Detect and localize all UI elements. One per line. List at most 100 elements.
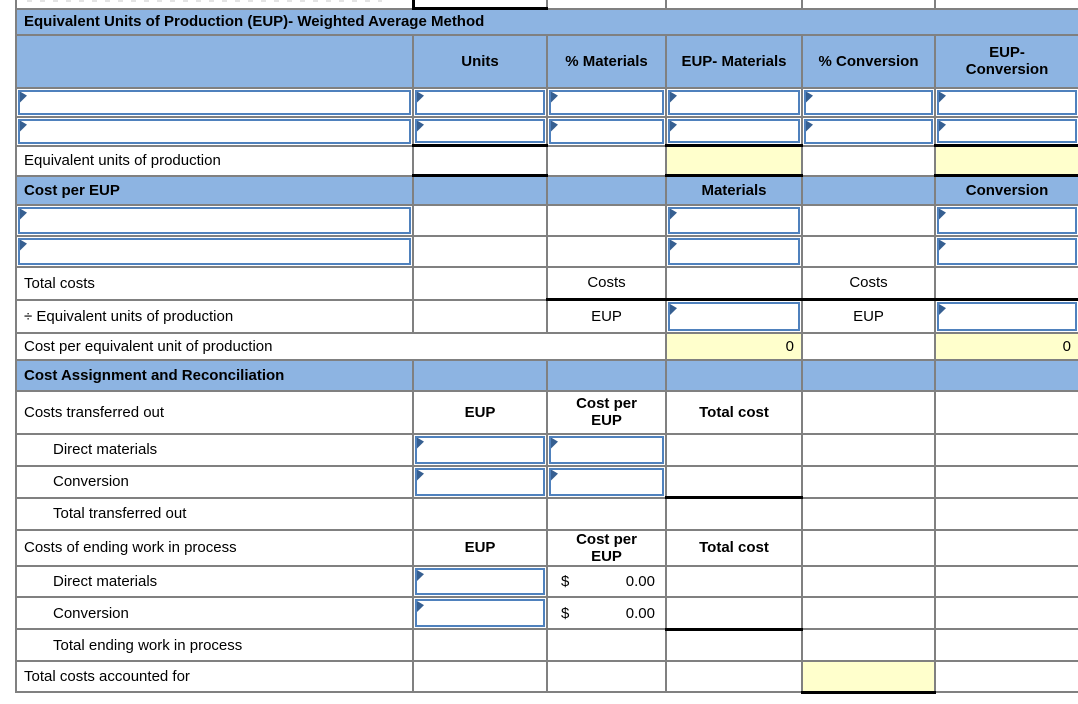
eup2-eup-conversion-input[interactable] [937,118,1077,143]
transferred-cost-per-eup-header: Cost per EUP [546,389,667,435]
transferred-dm-cpe-input[interactable] [549,435,664,464]
ending-dm-cpe-value-cell: $ 0.00 [549,573,664,590]
cutoff-eupmat-cell [665,0,803,10]
cpe2-pconv-cell [801,234,936,268]
cpe2-eupconv-cell [934,234,1078,268]
input-flag-icon [20,120,27,132]
cpe2-label-input[interactable] [18,237,411,265]
divide-eup-conversion-input[interactable] [937,302,1077,331]
cpe2-materials-input[interactable] [668,237,800,265]
ending-conv-cpe-value: 0.00 [625,604,655,622]
ending-conv-total-cell [665,596,803,631]
input-flag-icon [939,120,946,132]
input-flag-icon [939,239,946,251]
row-eup-input-1 [15,86,1078,118]
eup-total-units-cell [412,144,548,177]
input-flag-icon [670,304,677,315]
transferred-conv-cpe-input[interactable] [549,467,664,496]
input-flag-icon [670,239,677,251]
row-ending-dm: Direct materials $ 0.00 [15,565,1078,598]
cost-per-unit-label: Cost per equivalent unit of production [15,331,667,361]
input-flag-icon [20,208,27,220]
eup1-units-input[interactable] [415,89,545,115]
header-label-cell [15,33,414,89]
ending-cpe-line1: Cost per [576,530,637,548]
car-banner-units-cell [412,358,548,392]
ending-conv-cpe-cell: $ 0.00 [546,596,667,630]
transferred-label: Costs transferred out [15,389,414,435]
ending-eup-header: EUP [412,528,548,567]
total-transferred-total-cell [665,496,803,531]
header-eup-materials: EUP- Materials [665,33,803,89]
eup1-eup-materials-input[interactable] [668,89,800,115]
cpe-banner-materials: Materials [665,174,803,206]
eup1-label-cell [15,86,414,118]
input-flag-icon [551,91,558,103]
eup2-eup-materials-input[interactable] [668,118,800,143]
input-flag-icon [417,91,424,103]
input-flag-icon [417,570,424,581]
ending-total-cost-header: Total cost [665,528,803,567]
dollar-sign: $ [561,573,570,590]
ending-dm-label: Direct materials [15,565,414,598]
cpe1-materials-input[interactable] [668,206,800,234]
ending-dm-eup-input[interactable] [415,568,545,595]
eup-total-conversion-result [934,144,1078,177]
eup2-pct-conversion-input[interactable] [804,118,933,144]
eup2-pct-materials-input[interactable] [549,118,664,144]
cpe2-units-cell [412,234,548,268]
header-pct-materials: % Materials [546,33,667,89]
input-flag-icon [670,91,677,103]
section3-title: Cost Assignment and Reconciliation [15,358,414,392]
eup1-eupconv-cell [934,86,1078,118]
eup1-label-input[interactable] [18,89,411,115]
eup2-units-input[interactable] [415,118,545,143]
transferred-dm-pconv-cell [801,432,936,467]
divide-eup-materials-caption: EUP [546,298,667,334]
cpe-banner-units-cell [412,174,548,206]
row-transferred-header: Costs transferred out EUP Cost per EUP T… [15,389,1078,435]
cost-per-unit-pconv-cell [801,331,936,361]
cpe1-conversion-input[interactable] [937,206,1077,234]
row-cost-per-eup-banner: Cost per EUP Materials Conversion [15,174,1078,206]
eup1-pct-conversion-input[interactable] [804,89,933,115]
cpe1-label-cell [15,203,414,237]
divide-eup-units-cell [412,298,548,334]
row-eup-input-2 [15,115,1078,147]
section2-title: Cost per EUP [15,174,414,206]
input-flag-icon [939,208,946,220]
total-accounted-units-cell [412,660,548,693]
cutoff-pconv-cell [801,0,936,10]
transferred-conv-eup-input[interactable] [415,467,545,496]
eup1-eup-conversion-input[interactable] [937,89,1077,115]
row-section3-banner: Cost Assignment and Reconciliation [15,358,1078,392]
ending-conv-eupconv-cell [934,596,1078,630]
row-total-accounted: Total costs accounted for [15,660,1078,694]
ending-conv-eup-input[interactable] [415,599,545,627]
total-accounted-eupconv-cell [934,660,1078,693]
row-cpe-input-2 [15,234,1078,268]
transferred-cpe-line1: Cost per [576,394,637,412]
ending-dm-total-cell [665,565,803,598]
divide-eup-materials-input[interactable] [668,302,800,331]
eup-total-materials-result [665,144,803,177]
eup-total-pmat-cell [546,144,667,177]
cpe2-label-cell [15,234,414,268]
input-flag-icon [670,208,677,220]
eup2-label-input[interactable] [18,118,411,144]
total-accounted-eupmat-cell [665,660,803,693]
eup2-pconv-cell [801,115,936,147]
total-transferred-label: Total transferred out [15,496,414,531]
total-ending-total-cell [665,628,803,662]
cpe2-conversion-input[interactable] [937,237,1077,265]
section1-title: Equivalent Units of Production (EUP)- We… [15,7,1078,36]
divide-eup-materials-cell [665,298,803,334]
eup1-pct-materials-input[interactable] [549,89,664,115]
transferred-dm-eup-input[interactable] [415,435,545,464]
total-costs-label: Total costs [15,265,414,301]
cost-per-unit-conversion-result: 0 [934,331,1078,361]
header-units: Units [412,33,548,89]
cpe1-label-input[interactable] [18,206,411,234]
total-accounted-result [801,660,936,694]
divide-eup-conversion-caption: EUP [801,298,936,334]
